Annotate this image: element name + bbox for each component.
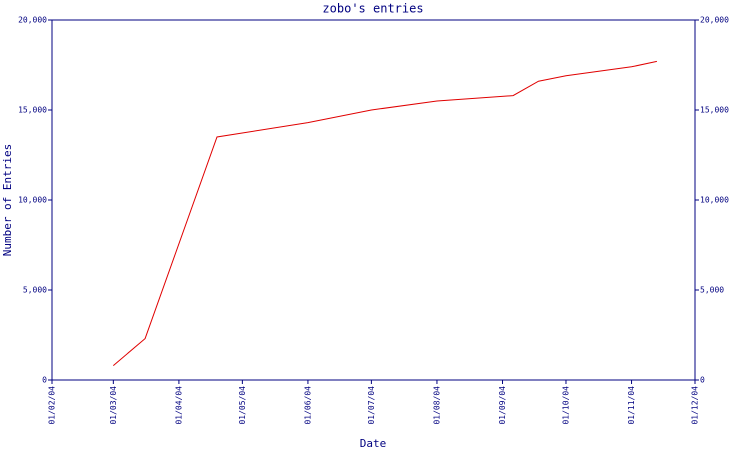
- x-tick-label: 01/06/04: [303, 386, 312, 425]
- x-axis-label: Date: [360, 437, 387, 450]
- y-axis-label: Number of Entries: [1, 144, 14, 257]
- y2-tick-label: 5,000: [700, 286, 724, 295]
- y-tick-label: 0: [42, 376, 47, 385]
- x-tick-label: 01/10/04: [561, 386, 570, 425]
- x-tick-label: 01/12/04: [691, 386, 700, 425]
- y-tick-label: 15,000: [18, 106, 47, 115]
- plot-frame: [51, 19, 696, 381]
- x-tick-label: 01/05/04: [238, 386, 247, 425]
- x-tick-label: 01/04/04: [174, 386, 183, 425]
- x-tick-label: 01/02/04: [48, 386, 57, 425]
- x-tick-label: 01/08/04: [432, 386, 441, 425]
- chart-title: zobo's entries: [322, 2, 423, 16]
- x-tick-label: 01/03/04: [109, 386, 118, 425]
- y2-tick-label: 20,000: [700, 16, 729, 25]
- y2-tick-label: 0: [700, 376, 705, 385]
- x-tick-label: 01/09/04: [498, 386, 507, 425]
- y-tick-label: 5,000: [23, 286, 47, 295]
- data-line: [112, 60, 658, 366]
- y-tick-label: 20,000: [18, 16, 47, 25]
- x-tick-label: 01/11/04: [627, 386, 636, 425]
- x-tick-label: 01/07/04: [367, 386, 376, 425]
- y2-tick-label: 10,000: [700, 196, 729, 205]
- y2-tick-label: 15,000: [700, 106, 729, 115]
- y-tick-label: 10,000: [18, 196, 47, 205]
